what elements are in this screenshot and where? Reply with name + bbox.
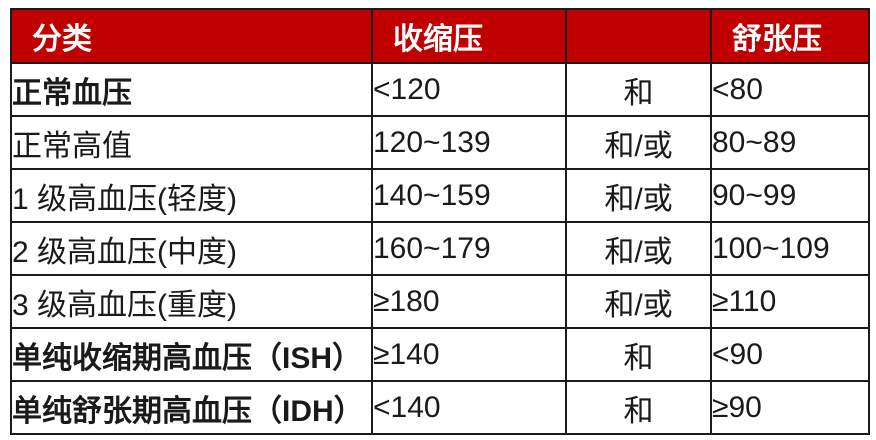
header-cell-category: 分类 (10, 8, 373, 64)
diastolic-cell: <80 (710, 62, 870, 117)
category-cell: 3 级高血压(重度) (10, 274, 373, 329)
category-cell: 单纯收缩期高血压（ISH） (10, 327, 373, 382)
systolic-cell: <120 (371, 62, 567, 117)
diastolic-cell: 100~109 (710, 221, 870, 276)
header-cell-systolic: 收缩压 (371, 8, 567, 64)
table-row: 单纯舒张期高血压（IDH） <140 和 ≥90 (10, 380, 870, 435)
category-cell: 2 级高血压(中度) (10, 221, 373, 276)
connector-cell: 和/或 (565, 168, 712, 223)
category-cell: 正常血压 (10, 62, 373, 117)
connector-cell: 和/或 (565, 274, 712, 329)
systolic-cell: ≥180 (371, 274, 567, 329)
category-cell: 正常高值 (10, 115, 373, 170)
blood-pressure-classification-table: 分类 收缩压 舒张压 正常血压 <120 和 <80 正常高值 120~139 … (10, 8, 870, 435)
table-row: 正常高值 120~139 和/或 80~89 (10, 115, 870, 170)
connector-cell: 和/或 (565, 221, 712, 276)
connector-cell: 和 (565, 62, 712, 117)
diastolic-cell: 90~99 (710, 168, 870, 223)
header-row: 分类 收缩压 舒张压 (10, 8, 870, 64)
table-row: 3 级高血压(重度) ≥180 和/或 ≥110 (10, 274, 870, 329)
category-cell: 单纯舒张期高血压（IDH） (10, 380, 373, 435)
category-cell: 1 级高血压(轻度) (10, 168, 373, 223)
systolic-cell: ≥140 (371, 327, 567, 382)
header-cell-connector (565, 8, 712, 64)
connector-cell: 和/或 (565, 115, 712, 170)
systolic-cell: 120~139 (371, 115, 567, 170)
connector-cell: 和 (565, 327, 712, 382)
table-row: 单纯收缩期高血压（ISH） ≥140 和 <90 (10, 327, 870, 382)
table-row: 2 级高血压(中度) 160~179 和/或 100~109 (10, 221, 870, 276)
systolic-cell: <140 (371, 380, 567, 435)
diastolic-cell: 80~89 (710, 115, 870, 170)
systolic-cell: 140~159 (371, 168, 567, 223)
systolic-cell: 160~179 (371, 221, 567, 276)
table-row: 1 级高血压(轻度) 140~159 和/或 90~99 (10, 168, 870, 223)
header-cell-diastolic: 舒张压 (710, 8, 870, 64)
diastolic-cell: <90 (710, 327, 870, 382)
diastolic-cell: ≥90 (710, 380, 870, 435)
connector-cell: 和 (565, 380, 712, 435)
table-row: 正常血压 <120 和 <80 (10, 62, 870, 117)
diastolic-cell: ≥110 (710, 274, 870, 329)
